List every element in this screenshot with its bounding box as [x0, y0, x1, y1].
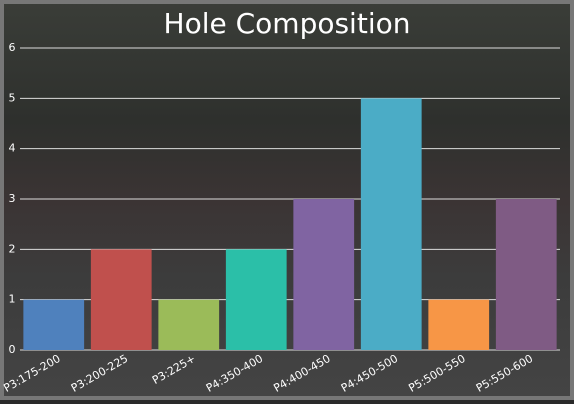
bar — [225, 249, 287, 350]
y-tick-label: 5 — [9, 91, 16, 104]
bar — [158, 299, 220, 350]
y-tick-label: 1 — [9, 293, 16, 306]
y-tick-label: 2 — [9, 242, 16, 255]
bar — [428, 299, 490, 350]
bar — [360, 98, 422, 350]
y-tick-label: 3 — [9, 192, 16, 205]
bar — [495, 199, 557, 350]
bar — [293, 199, 355, 350]
y-tick-label: 4 — [9, 142, 16, 155]
bar — [90, 249, 152, 350]
chart-title: Hole Composition — [164, 7, 411, 40]
bar — [23, 299, 85, 350]
y-tick-label: 6 — [9, 41, 16, 54]
y-tick-label: 0 — [9, 343, 16, 356]
